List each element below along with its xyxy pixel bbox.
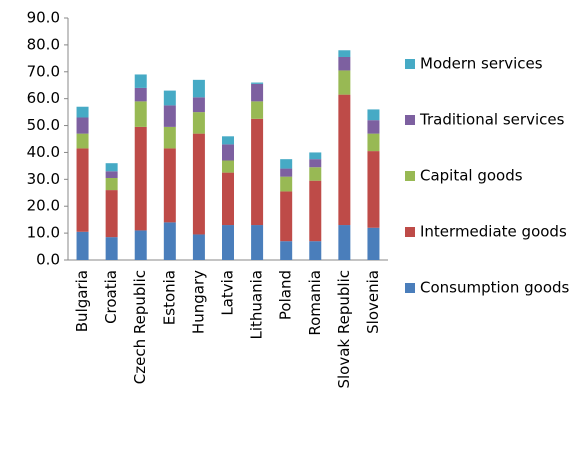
bar-segment [76, 106, 89, 118]
x-tick-label: Slovenia [364, 270, 382, 334]
bar-segment [134, 101, 147, 127]
legend-swatch [405, 171, 415, 181]
bar-segment [309, 167, 322, 181]
bar-segment [280, 176, 293, 192]
x-tick-label: Croatia [102, 270, 120, 324]
x-tick-label: Estonia [160, 270, 178, 325]
legend-swatch [405, 227, 415, 237]
y-tick-label: 60.0 [27, 89, 60, 107]
bar-segment [280, 241, 293, 260]
legend-label: Traditional services [419, 111, 565, 129]
bar-segment [222, 144, 234, 161]
bar-segment [280, 191, 293, 242]
bar-segment [163, 90, 176, 106]
y-tick-label: 80.0 [27, 35, 60, 53]
bar-segment [76, 231, 89, 260]
bar-segment [309, 152, 322, 160]
y-tick-label: 50.0 [27, 116, 60, 134]
bar-segment [338, 70, 351, 95]
bar-segment [222, 136, 234, 145]
bar-segment [251, 101, 264, 119]
legend-swatch [405, 115, 415, 125]
y-tick-label: 90.0 [27, 9, 60, 27]
bar-segment [309, 241, 322, 260]
bar-segment [163, 222, 176, 260]
bar-segment [367, 227, 380, 260]
y-tick-label: 30.0 [27, 170, 60, 188]
bar-segment [163, 126, 176, 149]
bar-segment [76, 117, 89, 134]
bar-segment [163, 148, 176, 223]
bar-segment [367, 109, 380, 121]
bar-segment [338, 225, 351, 260]
legend-swatch [405, 283, 415, 293]
legend-label: Consumption goods [420, 279, 570, 297]
x-tick-label: Hungary [189, 270, 207, 334]
bar-segment [367, 120, 380, 134]
bar-segment [105, 163, 118, 172]
bar-segment [251, 83, 264, 102]
x-tick-label: Lithuania [248, 270, 266, 339]
y-tick-label: 20.0 [27, 197, 60, 215]
x-tick-label: Latvia [219, 270, 237, 316]
bar-segment [309, 180, 322, 242]
bar-segment [309, 159, 322, 168]
bar-segment [222, 172, 234, 226]
bar-segment [134, 87, 147, 102]
bar-segment [134, 126, 147, 231]
bar-segment [105, 177, 118, 191]
bar-segment [163, 105, 176, 127]
bar-segment [192, 133, 205, 235]
bar-segment [251, 225, 264, 260]
bar-segment [338, 56, 351, 71]
bar-segment [76, 148, 89, 232]
bar-segment [134, 230, 147, 260]
bar-segment [105, 171, 118, 178]
bar-segment [192, 234, 205, 260]
x-tick-label: Czech Republic [131, 270, 149, 384]
y-tick-label: 10.0 [27, 224, 60, 242]
legend-label: Capital goods [420, 167, 523, 185]
bar-segment [105, 237, 118, 260]
bar-segment [222, 160, 234, 173]
bar-segment [105, 190, 118, 238]
x-tick-label: Poland [277, 270, 295, 320]
bar-segment [280, 159, 293, 169]
x-tick-label: Romania [306, 270, 324, 336]
bar-segment [280, 168, 293, 177]
bar-segment [192, 97, 205, 113]
bar-segment [367, 133, 380, 152]
bar-segment [192, 79, 205, 98]
bar-segment [251, 118, 264, 226]
legend-swatch [405, 59, 415, 69]
legend-label: Intermediate goods [420, 223, 567, 241]
bar-segment [251, 82, 264, 84]
bar-segment [338, 94, 351, 226]
bar-segment [192, 112, 205, 134]
bar-segment [76, 133, 89, 149]
y-tick-label: 40.0 [27, 143, 60, 161]
y-tick-label: 0.0 [36, 251, 60, 269]
bar-segment [338, 50, 351, 57]
x-tick-label: Slovak Republic [335, 270, 353, 389]
bar-segment [367, 151, 380, 228]
y-tick-label: 70.0 [27, 62, 60, 80]
bar-segment [222, 225, 234, 260]
x-tick-label: Bulgaria [73, 270, 91, 332]
legend-label: Modern services [420, 55, 543, 73]
bar-segment [134, 74, 147, 88]
